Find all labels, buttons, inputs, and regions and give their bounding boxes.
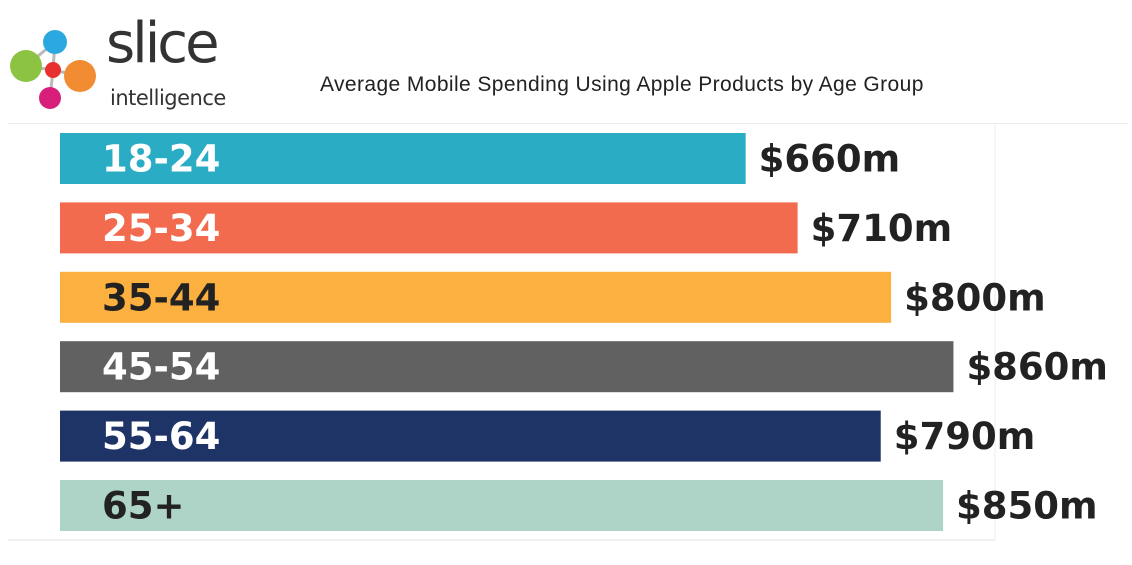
brand-name: slice bbox=[106, 11, 220, 76]
logo-dot-red bbox=[45, 62, 61, 78]
logo-dot-blue bbox=[43, 30, 67, 54]
value-label: $660m bbox=[759, 138, 901, 181]
bar-45-54 bbox=[60, 341, 954, 393]
brand-logo: slice intelligence bbox=[0, 0, 260, 120]
category-label: 45-54 bbox=[102, 346, 220, 389]
category-label: 35-44 bbox=[102, 276, 220, 319]
bar-65+ bbox=[60, 480, 944, 531]
value-label: $710m bbox=[811, 207, 953, 250]
category-label: 55-64 bbox=[102, 415, 220, 458]
logo-dot-orange bbox=[64, 60, 96, 92]
value-label: $860m bbox=[966, 346, 1108, 389]
brand-subtitle: intelligence bbox=[110, 86, 226, 110]
logo-dots-icon bbox=[10, 30, 96, 109]
bar-25-34 bbox=[60, 202, 798, 254]
divider bbox=[8, 123, 1128, 124]
category-label: 65+ bbox=[102, 485, 185, 528]
value-label: $790m bbox=[894, 415, 1036, 458]
logo-dot-magenta bbox=[39, 87, 61, 109]
bar-18-24 bbox=[60, 133, 746, 184]
value-label: $800m bbox=[904, 276, 1046, 319]
bar-35-44 bbox=[60, 271, 892, 323]
chart-title: Average Mobile Spending Using Apple Prod… bbox=[320, 73, 924, 96]
category-label: 25-34 bbox=[102, 207, 220, 250]
logo-dot-green bbox=[10, 50, 42, 82]
value-label: $850m bbox=[956, 485, 1098, 528]
category-label: 18-24 bbox=[102, 138, 220, 181]
bar-55-64 bbox=[60, 410, 881, 462]
